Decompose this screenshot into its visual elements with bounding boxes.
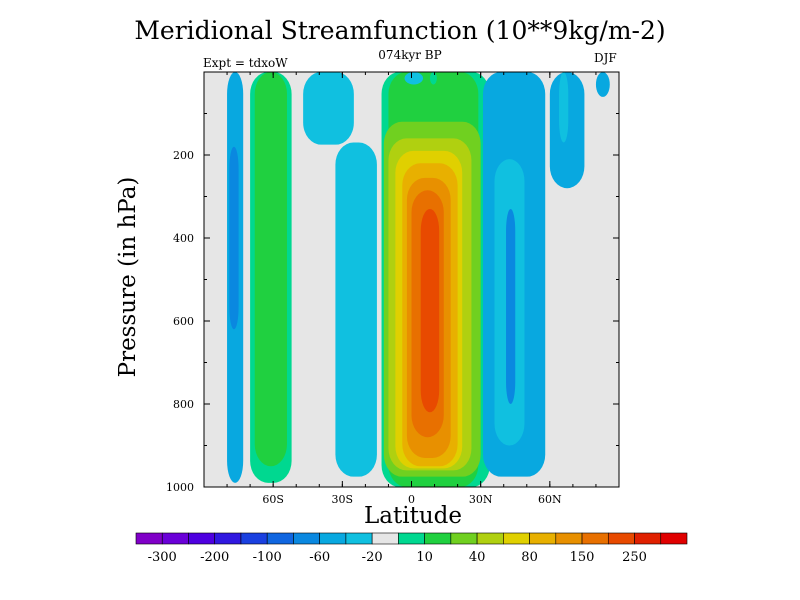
colorbar-swatch [240, 532, 268, 545]
colorbar-swatch [476, 532, 504, 545]
colorbar-swatch [424, 532, 452, 545]
contour-cell [254, 72, 287, 467]
colorbar-swatch [135, 532, 163, 545]
colorbar-label: -20 [362, 550, 383, 565]
colorbar-swatch [214, 532, 242, 545]
colorbar-swatch [555, 532, 583, 545]
colorbar-label: -60 [309, 550, 330, 565]
y-tick-label: 400 [173, 232, 194, 245]
colorbar-swatch [266, 532, 294, 545]
contour-fills [227, 72, 610, 487]
colorbar-swatch [319, 532, 347, 545]
contour-cell [303, 72, 354, 145]
contour-cell [595, 72, 610, 97]
colorbar-label: 80 [521, 550, 538, 565]
colorbar-swatch [345, 532, 373, 545]
x-tick-label: 0 [408, 493, 415, 506]
colorbar-swatch [450, 532, 478, 545]
colorbar: -300 -200 -100 -60 -20 10 40 80 150 250 [135, 532, 688, 565]
colorbar-label: -300 [148, 550, 177, 565]
colorbar-swatch [581, 532, 609, 545]
colorbar-label: -200 [200, 550, 229, 565]
colorbar-swatch [529, 532, 557, 545]
axes: 60S 30S 0 30N 60N 200 400 600 800 1000 [166, 72, 620, 506]
contour-cell [420, 208, 440, 413]
colorbar-label: 250 [622, 550, 647, 565]
colorbar-swatch [634, 532, 662, 545]
x-axis-label: Latitude [364, 503, 462, 529]
contour-cell [559, 72, 569, 143]
contour-cell [506, 208, 516, 404]
x-tick-label: 60N [538, 493, 562, 506]
colorbar-swatch [398, 532, 425, 545]
colorbar-swatch [607, 532, 635, 545]
y-tick-label: 200 [173, 149, 194, 162]
experiment-label: Expt = tdxoW [203, 56, 288, 70]
colorbar-label: 150 [570, 550, 595, 565]
y-tick-label: 1000 [166, 481, 194, 494]
x-tick-label: 30S [332, 493, 354, 506]
season-label: DJF [594, 51, 617, 65]
colorbar-swatch [371, 532, 399, 545]
colorbar-label: 40 [469, 550, 486, 565]
colorbar-swatch [161, 532, 189, 545]
contour-cell [335, 142, 377, 477]
x-tick-label: 30N [469, 493, 493, 506]
colorbar-swatch [503, 532, 530, 545]
colorbar-label: 10 [416, 550, 433, 565]
contour-cell [229, 146, 239, 330]
x-tick-label: 60S [262, 493, 284, 506]
chart-title: Meridional Streamfunction (10**9kg/m-2) [134, 16, 666, 45]
colorbar-swatch [293, 532, 320, 545]
contour-cell [404, 72, 424, 85]
colorbar-swatch [188, 532, 216, 545]
colorbar-swatch [660, 532, 688, 545]
chart-subtitle: 074kyr BP [378, 48, 442, 62]
colorbar-label: -100 [253, 550, 282, 565]
y-tick-label: 800 [173, 398, 194, 411]
y-tick-label: 600 [173, 315, 194, 328]
contour-cell [429, 72, 437, 85]
